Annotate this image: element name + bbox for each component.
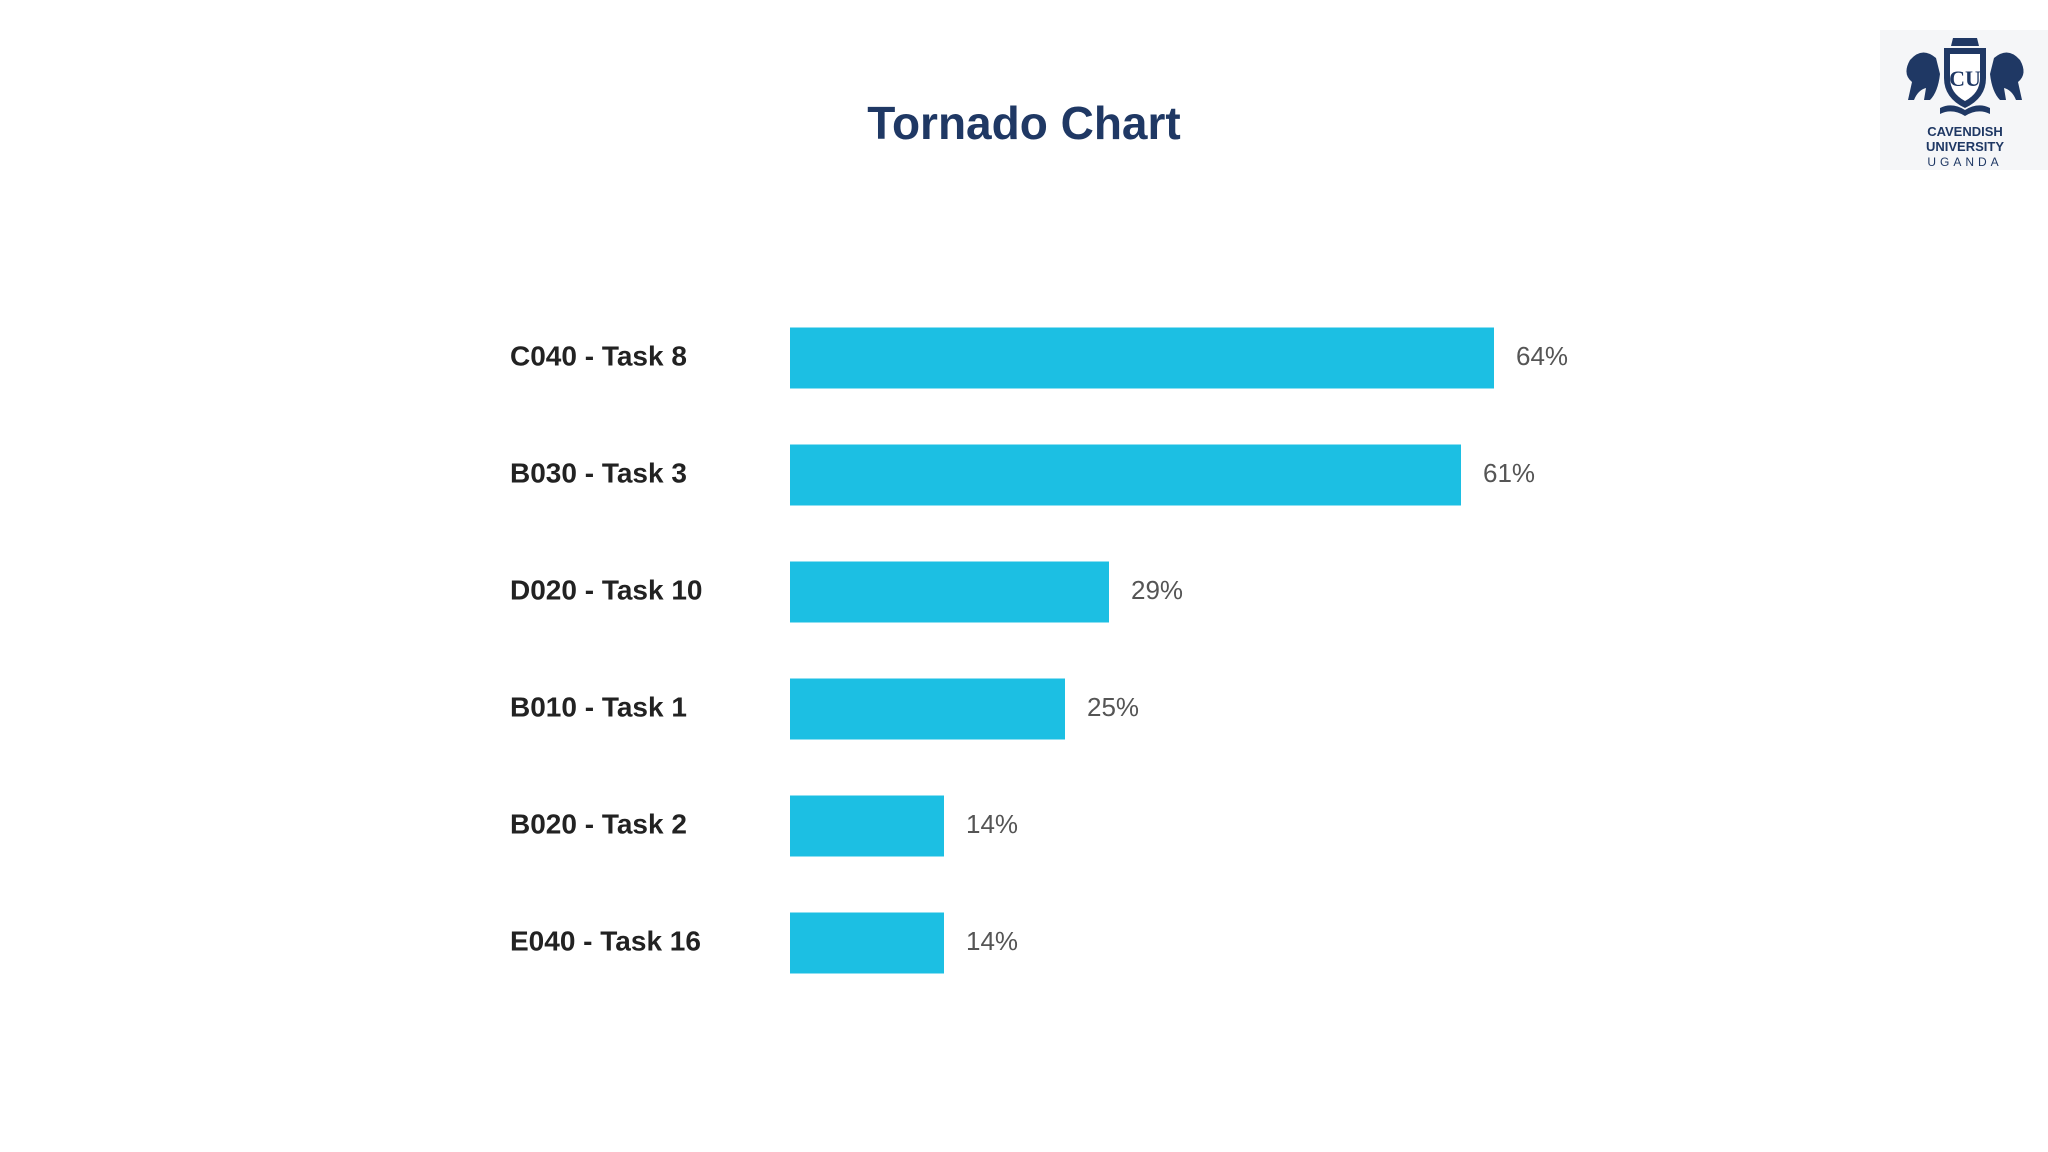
value-label: 61% (1483, 458, 1535, 488)
slide-title: Tornado Chart (867, 97, 1181, 149)
logo-line-3: UGANDA (1927, 155, 2002, 169)
bar (790, 327, 1494, 389)
category-label: B030 - Task 3 (510, 457, 687, 488)
value-label: 14% (966, 926, 1018, 956)
logo-line-2: UNIVERSITY (1926, 139, 2004, 154)
value-label: 29% (1131, 575, 1183, 605)
category-label: C040 - Task 8 (510, 340, 687, 371)
university-logo: CU CAVENDISH UNIVERSITY UGANDA (1880, 30, 2048, 170)
bar (790, 678, 1065, 740)
svg-text:CU: CU (1949, 66, 1981, 91)
category-label: B010 - Task 1 (510, 691, 687, 722)
bar (790, 444, 1461, 506)
category-label: B020 - Task 2 (510, 808, 687, 839)
category-label: E040 - Task 16 (510, 925, 701, 956)
value-label: 14% (966, 809, 1018, 839)
bar (790, 795, 944, 857)
value-label: 64% (1516, 341, 1568, 371)
university-crest-icon: CU CAVENDISH UNIVERSITY UGANDA (1880, 30, 2048, 170)
category-label: D020 - Task 10 (510, 574, 703, 605)
bar (790, 912, 944, 974)
value-label: 25% (1087, 692, 1139, 722)
bar (790, 561, 1109, 623)
logo-line-1: CAVENDISH (1927, 124, 2003, 139)
